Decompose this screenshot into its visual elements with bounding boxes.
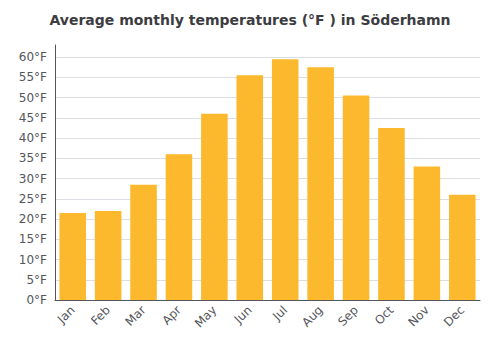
svg-text:40°F: 40°F — [19, 131, 47, 145]
svg-text:60°F: 60°F — [19, 50, 47, 64]
svg-text:35°F: 35°F — [19, 151, 47, 165]
svg-text:20°F: 20°F — [19, 212, 47, 226]
svg-text:Average monthly temperatures (: Average monthly temperatures (°F ) in Sö… — [49, 12, 450, 28]
svg-text:15°F: 15°F — [19, 232, 47, 246]
svg-text:Jun: Jun — [231, 303, 255, 327]
svg-text:Feb: Feb — [88, 303, 113, 328]
svg-text:May: May — [192, 303, 219, 330]
svg-text:Aug: Aug — [299, 303, 325, 329]
svg-text:Nov: Nov — [405, 303, 431, 329]
svg-text:Dec: Dec — [441, 303, 467, 329]
svg-text:55°F: 55°F — [19, 70, 47, 84]
svg-text:Sep: Sep — [335, 303, 361, 329]
svg-text:Jul: Jul — [269, 303, 290, 324]
svg-text:25°F: 25°F — [19, 192, 47, 206]
svg-text:30°F: 30°F — [19, 172, 47, 186]
svg-text:Mar: Mar — [123, 303, 149, 329]
svg-text:Apr: Apr — [159, 303, 184, 328]
svg-text:Oct: Oct — [372, 303, 397, 328]
svg-text:5°F: 5°F — [26, 273, 47, 287]
svg-text:50°F: 50°F — [19, 91, 47, 105]
svg-text:0°F: 0°F — [26, 293, 47, 307]
svg-text:45°F: 45°F — [19, 111, 47, 125]
svg-text:Jan: Jan — [54, 303, 78, 327]
svg-text:10°F: 10°F — [19, 253, 47, 267]
